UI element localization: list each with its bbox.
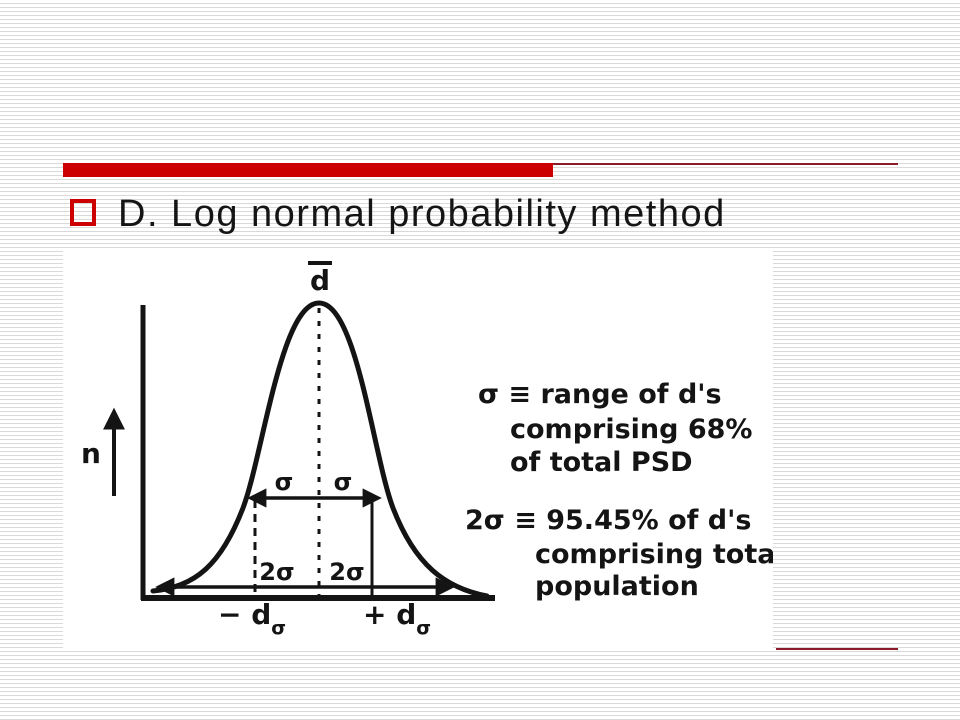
distribution-diagram: n d σ σ 2σ 2σ − dσ + dσ σ ≡ rang (81, 261, 773, 639)
sigma-label-left: σ (275, 468, 294, 496)
sigma-note-line2: comprising 68% (510, 414, 753, 445)
x-label-plus-d-sigma: + dσ (363, 598, 431, 639)
x-label-minus-main: − d (218, 598, 271, 631)
bullet-square-icon (70, 199, 96, 226)
mean-diameter-label: d (310, 264, 330, 297)
bell-curve (150, 300, 490, 599)
y-axis-label: n (81, 437, 101, 470)
title-accent-bar (63, 163, 553, 177)
bottom-divider-line (776, 648, 898, 650)
sigma-note-line3: of total PSD (510, 447, 693, 478)
top-divider-line (553, 163, 898, 165)
lognormal-distribution-figure: n d σ σ 2σ 2σ − dσ + dσ σ ≡ rang (63, 250, 773, 650)
sigma-label-right: σ (334, 468, 353, 496)
slide-title: D. Log normal probability method (118, 193, 726, 235)
x-label-minus-d-sigma: − dσ (218, 598, 286, 639)
x-label-minus-subscript: σ (271, 617, 286, 639)
two-sigma-note-line2: comprising total (535, 539, 773, 570)
x-label-plus-main: + d (363, 598, 416, 631)
two-sigma-note-line3: population (535, 571, 699, 602)
sigma-note-line1: σ ≡ range of d's (478, 379, 722, 410)
two-sigma-note-line1: 2σ ≡ 95.45% of d's (465, 505, 751, 536)
title-row: D. Log normal probability method (70, 192, 726, 236)
two-sigma-label-right: 2σ (329, 558, 364, 586)
two-sigma-label-left: 2σ (259, 558, 294, 586)
x-label-plus-subscript: σ (416, 617, 431, 639)
